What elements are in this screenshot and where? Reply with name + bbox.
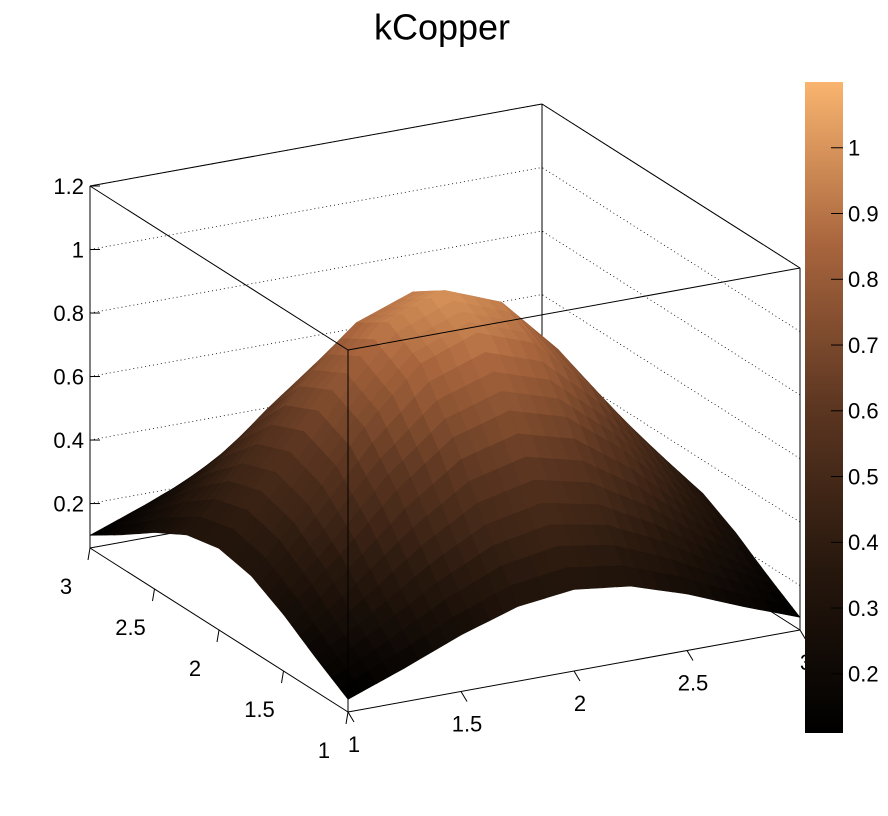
y-tick — [345, 711, 349, 725]
x-tick — [686, 650, 694, 661]
y-tick-label: 2.5 — [115, 615, 146, 640]
z-tick-label: 0.4 — [53, 428, 84, 453]
y-tick-label: 2 — [189, 656, 201, 681]
colorbar-tick-label: 0.5 — [848, 464, 879, 489]
colorbar-tick-label: 0.6 — [848, 399, 879, 424]
x-tick — [347, 711, 355, 723]
colorbar-tick-label: 0.2 — [848, 662, 879, 687]
x-tick-label: 1 — [348, 732, 360, 757]
colorbar-tick-label: 0.8 — [848, 267, 879, 292]
chart-title: kCopper — [374, 7, 510, 48]
colorbar-tick-label: 0.3 — [848, 596, 879, 621]
y-tick-label: 3 — [60, 574, 72, 599]
box-edge — [347, 267, 801, 351]
z-tick-label: 1 — [72, 237, 84, 262]
colorbar — [805, 82, 843, 733]
colorbar-tick-label: 0.4 — [848, 530, 879, 555]
surface-patch — [339, 679, 363, 700]
surface — [89, 290, 801, 700]
z-tick-label: 0.2 — [53, 491, 84, 516]
z-tick-label: 0.8 — [53, 301, 84, 326]
y-tick — [281, 670, 284, 684]
x-tick-label: 2 — [574, 691, 586, 716]
z-tick-label: 1.2 — [53, 174, 84, 199]
y-tick-label: 1.5 — [244, 697, 275, 722]
y-tick — [87, 547, 91, 561]
colorbar-tick-label: 1 — [848, 136, 860, 161]
colorbar-tick-label: 0.7 — [848, 333, 879, 358]
colorbar-tick-label: 0.9 — [848, 201, 879, 226]
y-tick-label: 1 — [318, 738, 330, 763]
x-tick-label: 1.5 — [452, 711, 483, 736]
x-tick — [573, 670, 581, 682]
y-tick — [216, 629, 220, 643]
y-tick — [152, 588, 155, 602]
box-edge — [89, 185, 349, 351]
x-tick — [460, 691, 468, 702]
x-tick-label: 2.5 — [678, 670, 709, 695]
z-tick-label: 0.6 — [53, 364, 84, 389]
